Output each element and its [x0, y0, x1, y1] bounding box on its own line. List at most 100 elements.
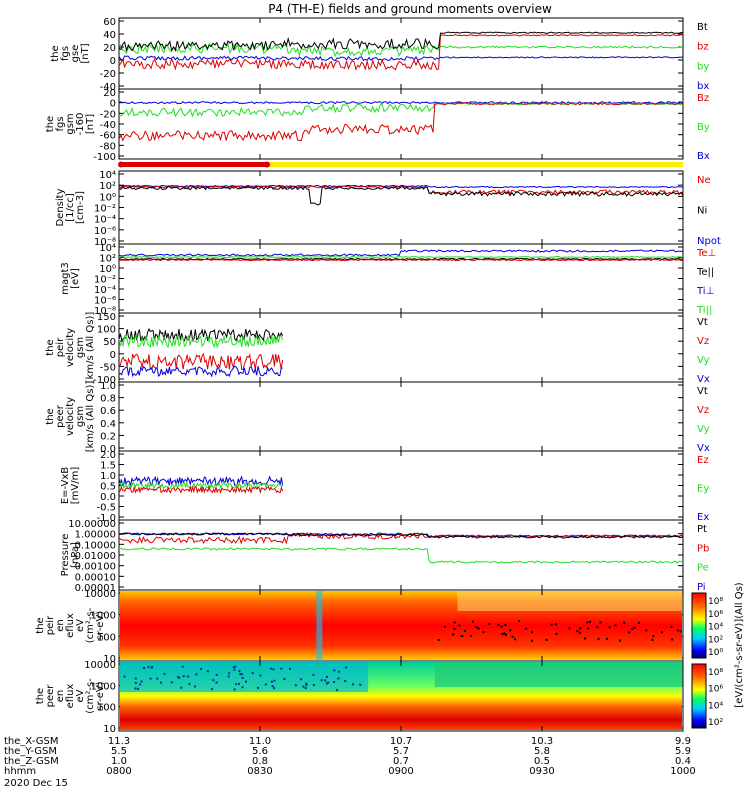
y-axis-label: en	[55, 619, 66, 632]
noise-dot	[238, 670, 241, 673]
panel-fgs: 60 40 20 0 -20 -40 the fgs gse [nT] Bt bz by bx	[50, 17, 709, 93]
y-tick-label: -20	[100, 109, 116, 120]
noise-dot	[264, 683, 267, 686]
y-tick-label: 100	[97, 632, 116, 643]
legend-Vt: Vt	[697, 386, 708, 397]
noise-dot	[238, 682, 241, 685]
series-ti-perp	[118, 249, 684, 257]
series-vy	[118, 333, 284, 349]
plot-title: P4 (TH-E) fields and ground moments over…	[268, 2, 552, 16]
noise-dot	[273, 687, 276, 690]
y-axis-label: -160	[75, 113, 86, 136]
panel-peir_eflux: 10000 1000 100 10 the peir en eflux eV (cm²-s-sr-…	[35, 589, 723, 665]
noise-dot	[509, 629, 512, 632]
y-axis-label: the	[45, 339, 56, 355]
legend-By: By	[697, 122, 710, 133]
x-row-value: 0.4	[675, 756, 691, 767]
y-tick-label: 2.0	[100, 450, 116, 461]
colorbar	[691, 592, 707, 659]
noise-dot	[670, 625, 673, 628]
noise-dot	[206, 670, 209, 673]
noise-dot	[638, 621, 641, 624]
y-tick-label: -80	[100, 141, 116, 152]
y-tick-label: 60	[103, 17, 116, 28]
y-tick-label: 1.0	[100, 381, 116, 392]
noise-dot	[631, 628, 634, 631]
y-tick-label: 0.0	[100, 444, 116, 455]
y-tick-label: 0	[110, 350, 116, 361]
x-row-value: 0900	[388, 766, 413, 777]
noise-dot	[589, 620, 592, 623]
x-row-label: the_Z-GSM	[4, 756, 59, 767]
y-axis-label: [1/cc]	[65, 193, 76, 222]
noise-dot	[337, 670, 340, 673]
y-tick-label: 10⁴	[99, 243, 116, 254]
noise-dot	[458, 624, 461, 627]
y-axis-label: velocity	[65, 328, 76, 367]
noise-dot	[645, 629, 648, 632]
y-axis-label: Pressure	[60, 534, 71, 577]
legend-Vy: Vy	[697, 355, 710, 366]
noise-dot	[325, 682, 328, 685]
y-axis-label: [km/s (All Qs)]	[85, 381, 96, 453]
y-tick-label: 10000	[84, 589, 116, 600]
noise-dot	[597, 638, 600, 641]
noise-dot	[149, 677, 152, 680]
noise-dot	[270, 680, 273, 683]
y-tick-label: 10²	[99, 254, 116, 265]
series-bt	[118, 31, 684, 53]
noise-dot	[182, 675, 185, 678]
y-tick-label: 10⁻⁴	[94, 215, 116, 226]
noise-dot	[453, 627, 456, 630]
noise-dot	[679, 630, 682, 633]
y-tick-label: 10⁰	[99, 264, 116, 275]
noise-dot	[241, 686, 244, 689]
noise-dot	[482, 631, 485, 634]
series-by	[119, 102, 683, 118]
y-axis-label: the	[35, 617, 46, 633]
legend-Bx: Bx	[697, 151, 710, 162]
noise-dot	[305, 683, 308, 686]
y-axis-label: peer	[55, 404, 66, 428]
y-tick-label: 0.10000	[75, 540, 116, 551]
noise-dot	[576, 630, 579, 633]
y-tick-label: 10⁻²	[94, 204, 116, 215]
y-axis-label: en	[55, 690, 66, 703]
y-axis-label: the	[45, 408, 56, 424]
noise-dot	[587, 627, 590, 630]
y-tick-label: 0.0	[100, 492, 116, 503]
noise-dot	[251, 672, 254, 675]
mode-bar-slow	[119, 162, 267, 167]
y-tick-label: -100	[93, 375, 116, 386]
legend-bx: bx	[697, 81, 709, 92]
y-axis-label: fgs	[55, 116, 66, 131]
noise-dot	[134, 687, 137, 690]
legend-Ni: Ni	[697, 206, 707, 217]
y-axis-label: magt3	[60, 262, 71, 295]
noise-dot	[568, 627, 571, 630]
noise-dot	[210, 688, 213, 691]
y-axis-label: gsm	[65, 113, 76, 134]
noise-dot	[497, 623, 500, 626]
noise-dot	[294, 684, 297, 687]
y-tick-label: -100	[93, 152, 116, 163]
colorbar-label: 10⁸	[708, 668, 723, 678]
y-axis-label: the	[35, 688, 46, 704]
noise-dot	[530, 639, 533, 642]
noise-dot	[233, 668, 236, 671]
legend-Bz: Bz	[697, 93, 709, 104]
y-tick-label: 10⁰	[99, 192, 116, 203]
y-tick-label: -0.5	[96, 503, 116, 514]
series-ni	[118, 185, 684, 206]
x-row-value: 11.0	[249, 736, 271, 747]
series-pt	[118, 532, 684, 539]
noise-dot	[244, 680, 247, 683]
feature-band	[434, 662, 683, 687]
noise-dot	[351, 683, 354, 686]
y-axis-label: (cm²-s-	[85, 607, 96, 643]
y-axis-label: gsm	[75, 337, 86, 358]
y-tick-label: 0.01000	[75, 551, 116, 562]
feature-band	[457, 591, 683, 611]
